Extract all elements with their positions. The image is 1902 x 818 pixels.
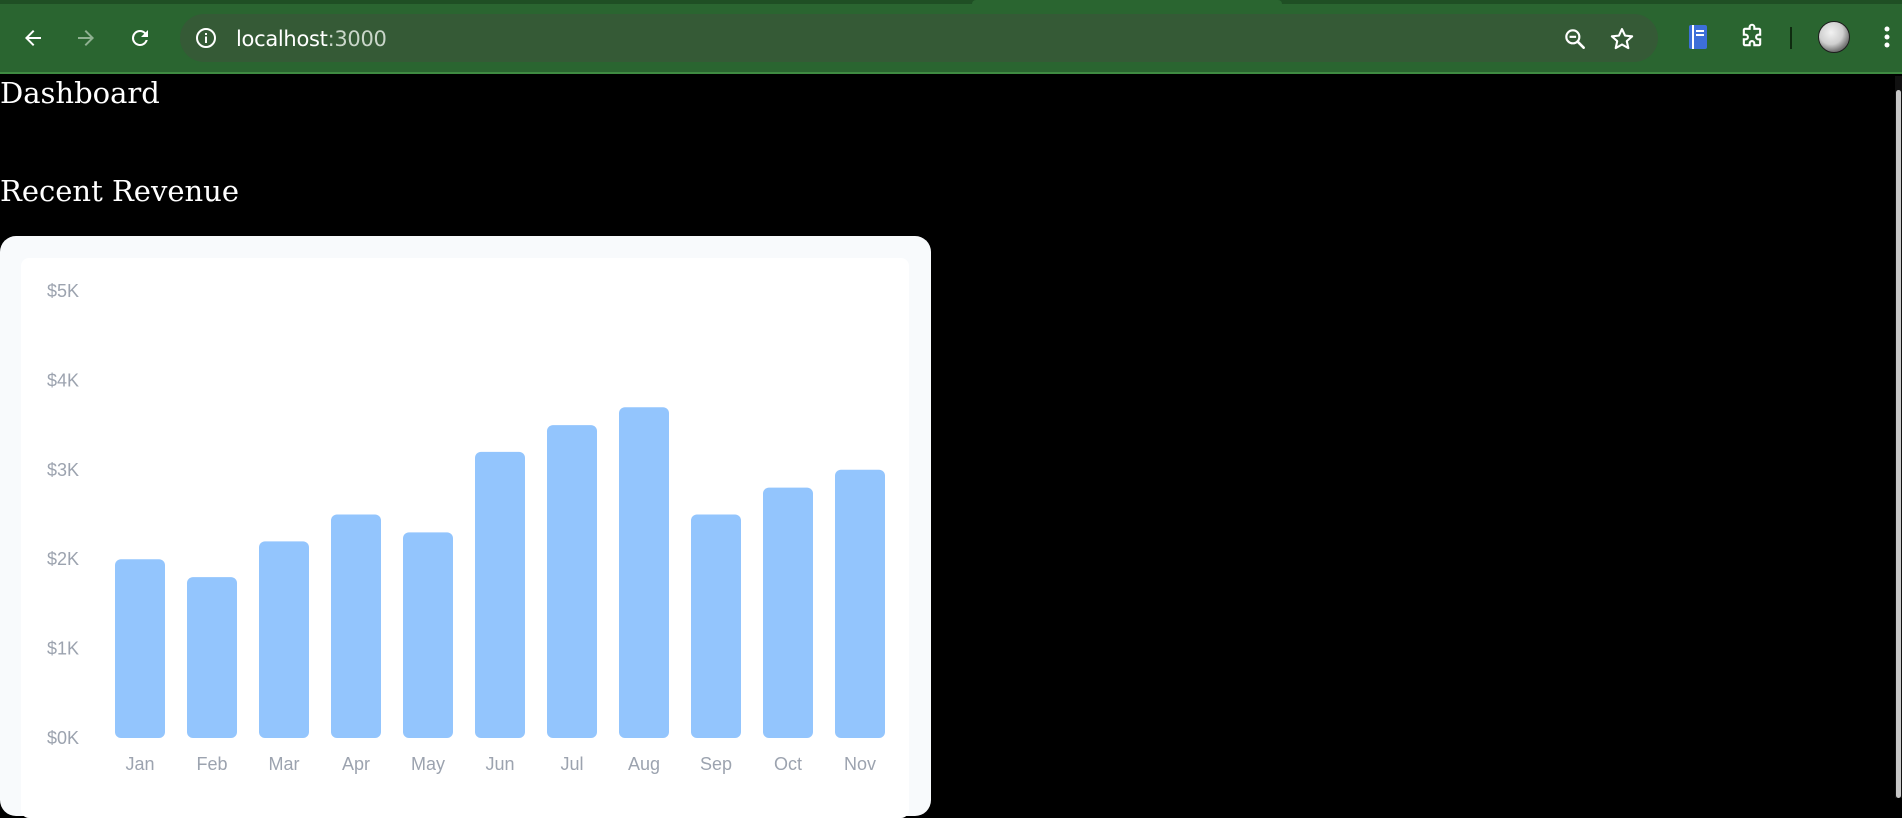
bar-apr[interactable] [331,514,381,739]
revenue-card: $0K $1K $2K $3K $4K $5K Jan Feb Mar Apr May Jun Jul A… [0,236,931,818]
bar-jun[interactable] [475,451,525,738]
x-tick-label: May [411,754,445,774]
zoom-icon[interactable] [1562,26,1588,52]
y-tick-label: $1K [47,639,79,659]
revenue-bar-chart: $0K $1K $2K $3K $4K $5K Jan Feb Mar Apr May Jun Jul A… [47,281,885,774]
x-tick-label: Jul [560,754,583,774]
bar-jan[interactable] [115,559,165,738]
address-bar[interactable]: localhost:3000 [180,14,1658,62]
url-port: :3000 [327,27,387,51]
tab-strip [0,0,1902,4]
bar-mar[interactable] [259,541,309,738]
y-tick-label: $2K [47,549,79,569]
x-tick-label: Nov [844,754,876,774]
bookmark-star-icon[interactable] [1608,25,1636,53]
x-tick-label: Oct [774,754,802,774]
bar-feb[interactable] [187,577,237,738]
revenue-chart-container: $0K $1K $2K $3K $4K $5K Jan Feb Mar Apr May Jun Jul A… [21,258,909,818]
back-button[interactable] [14,19,52,57]
x-tick-label: Apr [342,754,370,774]
bar-jul[interactable] [547,425,597,738]
page-title: Dashboard [0,76,160,110]
x-tick-label: Aug [628,754,660,774]
bar-aug[interactable] [619,407,669,738]
x-tick-label: Jun [485,754,514,774]
section-title: Recent Revenue [0,174,240,208]
puzzle-icon [1742,23,1762,47]
toolbar-divider [1790,27,1792,49]
info-icon[interactable] [194,26,218,50]
y-tick-label: $5K [47,281,79,301]
url-host: localhost [236,27,328,51]
active-tab[interactable] [972,0,1282,4]
reload-icon [131,29,148,46]
bar-nov[interactable] [835,469,885,738]
bar-oct[interactable] [763,487,813,738]
forward-button[interactable] [67,19,105,57]
extensions-button[interactable] [1735,20,1769,54]
scrollbar-thumb[interactable] [1896,90,1901,798]
y-tick-label: $3K [47,460,79,480]
arrow-right-icon [78,30,94,46]
url-text[interactable]: localhost:3000 [236,27,387,51]
x-tick-label: Jan [125,754,154,774]
reload-button[interactable] [121,19,159,57]
profile-avatar[interactable] [1818,21,1850,53]
bar-sep[interactable] [691,514,741,739]
bar-may[interactable] [403,532,453,738]
x-tick-label: Mar [269,754,300,774]
browser-toolbar: localhost:3000 [0,0,1902,74]
kebab-menu-icon[interactable] [1880,22,1894,52]
x-tick-label: Feb [196,754,227,774]
extension-book-button[interactable] [1681,20,1715,54]
arrow-left-icon [25,30,41,46]
book-extension-icon [1689,25,1707,49]
y-tick-label: $0K [47,728,79,748]
y-tick-label: $4K [47,370,79,390]
x-tick-label: Sep [700,754,732,774]
